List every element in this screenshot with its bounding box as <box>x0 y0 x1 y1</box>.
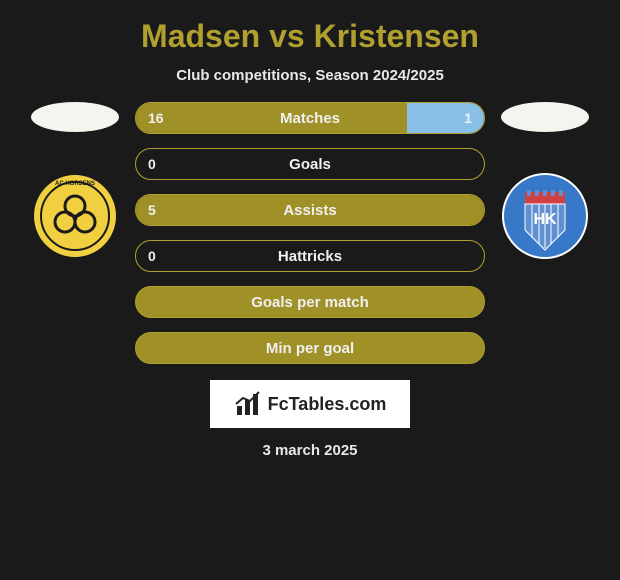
stat-label: Min per goal <box>136 340 484 357</box>
hik-badge-icon: HK <box>501 172 589 260</box>
left-player-col: AC HORSENS <box>15 102 135 260</box>
right-player-col: HK <box>485 102 605 260</box>
left-club-badge: AC HORSENS <box>31 172 119 260</box>
content-row: AC HORSENS 16Matches1 0Goals 5Assists 0Hatt… <box>0 102 620 364</box>
right-player-avatar <box>501 102 589 132</box>
svg-text:HK: HK <box>533 211 557 228</box>
stat-bar: 0Goals <box>135 148 485 180</box>
date-label: 3 march 2025 <box>262 442 357 459</box>
stat-label: Goals <box>136 156 484 173</box>
page-title: Madsen vs Kristensen <box>141 18 479 55</box>
stat-bar: Goals per match <box>135 286 485 318</box>
stat-bar: 16Matches1 <box>135 102 485 134</box>
subtitle: Club competitions, Season 2024/2025 <box>176 67 444 84</box>
stat-value-right: 1 <box>464 110 472 126</box>
stat-label: Assists <box>136 202 484 219</box>
stat-bar: 5Assists <box>135 194 485 226</box>
left-player-avatar <box>31 102 119 132</box>
right-club-badge: HK <box>501 172 589 260</box>
stat-bar: Min per goal <box>135 332 485 364</box>
comparison-widget: Madsen vs Kristensen Club competitions, … <box>0 0 620 469</box>
stat-bar: 0Hattricks <box>135 240 485 272</box>
svg-text:AC HORSENS: AC HORSENS <box>55 181 95 187</box>
brand-logo[interactable]: FcTables.com <box>210 380 410 428</box>
stat-label: Hattricks <box>136 248 484 265</box>
fctables-chart-icon <box>234 390 262 418</box>
brand-text: FcTables.com <box>268 394 387 415</box>
stats-bars: 16Matches1 0Goals 5Assists 0Hattricks Goals … <box>135 102 485 364</box>
stat-label: Matches <box>136 110 484 127</box>
horsens-badge-icon: AC HORSENS <box>31 172 119 260</box>
stat-label: Goals per match <box>136 294 484 311</box>
